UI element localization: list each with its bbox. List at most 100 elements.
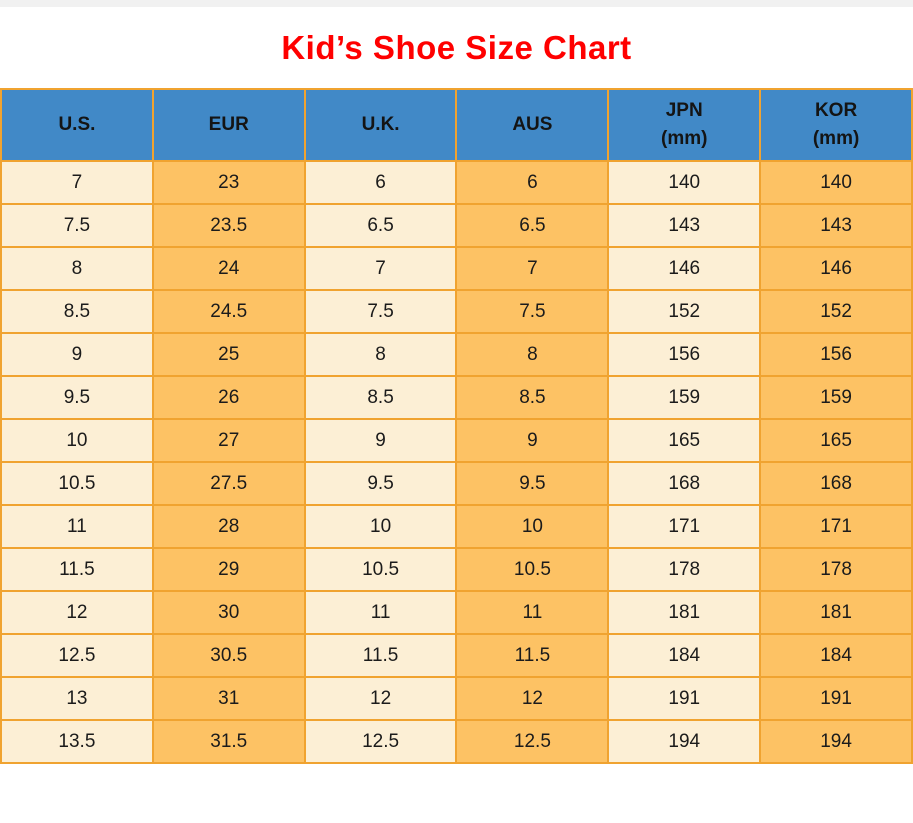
table-cell-kor: 181 [759, 590, 913, 635]
table-row: 9.5 26 8.5 8.5 159 159 [0, 375, 913, 420]
table-cell-us: 9 [0, 332, 154, 377]
table-cell-jpn: 156 [607, 332, 762, 377]
table-cell-uk: 11.5 [303, 633, 458, 678]
table-cell-kor: 171 [759, 504, 913, 549]
table-cell-aus: 6.5 [455, 203, 610, 248]
table-cell-jpn: 152 [607, 289, 762, 334]
table-cell-us: 12.5 [0, 633, 154, 678]
table-cell-eur: 31.5 [151, 719, 306, 764]
table-cell-us: 10.5 [0, 461, 154, 506]
table-cell-us: 8.5 [0, 289, 154, 334]
shoe-size-table: U.S. EUR U.K. AUS JPN (mm) KOR (mm) 7 23 6 6 140 140… [0, 88, 913, 764]
table-cell-uk: 9.5 [303, 461, 458, 506]
table-row: 8 24 7 7 146 146 [0, 246, 913, 291]
table-row: 10 27 9 9 165 165 [0, 418, 913, 463]
table-row: 11 28 10 10 171 171 [0, 504, 913, 549]
table-cell-us: 10 [0, 418, 154, 463]
table-cell-aus: 8.5 [455, 375, 610, 420]
table-cell-uk: 8 [303, 332, 458, 377]
table-cell-aus: 7 [455, 246, 610, 291]
header-row: U.S. EUR U.K. AUS JPN (mm) KOR (mm) [0, 88, 913, 162]
table-cell-aus: 8 [455, 332, 610, 377]
table-cell-aus: 9.5 [455, 461, 610, 506]
table-cell-aus: 12.5 [455, 719, 610, 764]
table-cell-jpn: 184 [607, 633, 762, 678]
table-cell-jpn: 194 [607, 719, 762, 764]
table-cell-jpn: 191 [607, 676, 762, 721]
table-cell-jpn: 168 [607, 461, 762, 506]
table-body: 7 23 6 6 140 140 7.5 23.5 6.5 6.5 143 143 8 24 7 7 146 14… [0, 160, 913, 764]
table-cell-eur: 27 [151, 418, 306, 463]
table-cell-kor: 152 [759, 289, 913, 334]
table-cell-uk: 10 [303, 504, 458, 549]
table-row: 13.5 31.5 12.5 12.5 194 194 [0, 719, 913, 764]
table-cell-eur: 23 [151, 160, 306, 205]
table-cell-eur: 24 [151, 246, 306, 291]
table-cell-jpn: 178 [607, 547, 762, 592]
table-row: 12 30 11 11 181 181 [0, 590, 913, 635]
table-cell-uk: 6.5 [303, 203, 458, 248]
table-cell-uk: 6 [303, 160, 458, 205]
table-cell-eur: 23.5 [151, 203, 306, 248]
table-cell-us: 11 [0, 504, 154, 549]
table-row: 12.5 30.5 11.5 11.5 184 184 [0, 633, 913, 678]
table-header: U.S. EUR U.K. AUS JPN (mm) KOR (mm) [0, 88, 913, 162]
table-cell-kor: 156 [759, 332, 913, 377]
table-cell-eur: 26 [151, 375, 306, 420]
table-cell-uk: 9 [303, 418, 458, 463]
table-cell-us: 8 [0, 246, 154, 291]
table-row: 11.5 29 10.5 10.5 178 178 [0, 547, 913, 592]
table-cell-aus: 6 [455, 160, 610, 205]
table-cell-kor: 191 [759, 676, 913, 721]
table-row: 7 23 6 6 140 140 [0, 160, 913, 205]
table-cell-aus: 10.5 [455, 547, 610, 592]
table-cell-us: 12 [0, 590, 154, 635]
table-cell-uk: 7.5 [303, 289, 458, 334]
table-row: 8.5 24.5 7.5 7.5 152 152 [0, 289, 913, 334]
table-cell-jpn: 140 [607, 160, 762, 205]
table-cell-us: 11.5 [0, 547, 154, 592]
table-cell-jpn: 171 [607, 504, 762, 549]
table-cell-kor: 143 [759, 203, 913, 248]
table-cell-uk: 7 [303, 246, 458, 291]
table-row: 13 31 12 12 191 191 [0, 676, 913, 721]
column-header-us: U.S. [0, 88, 154, 162]
table-row: 7.5 23.5 6.5 6.5 143 143 [0, 203, 913, 248]
table-cell-kor: 168 [759, 461, 913, 506]
column-header-uk: U.K. [303, 88, 458, 162]
column-header-kor: KOR (mm) [759, 88, 913, 162]
table-cell-us: 7.5 [0, 203, 154, 248]
table-cell-us: 7 [0, 160, 154, 205]
table-cell-uk: 12.5 [303, 719, 458, 764]
table-cell-us: 13.5 [0, 719, 154, 764]
table-cell-uk: 10.5 [303, 547, 458, 592]
table-cell-jpn: 146 [607, 246, 762, 291]
table-cell-aus: 12 [455, 676, 610, 721]
table-cell-us: 9.5 [0, 375, 154, 420]
table-cell-aus: 11 [455, 590, 610, 635]
table-cell-aus: 7.5 [455, 289, 610, 334]
table-cell-eur: 25 [151, 332, 306, 377]
table-cell-eur: 28 [151, 504, 306, 549]
column-header-jpn: JPN (mm) [607, 88, 762, 162]
table-cell-uk: 11 [303, 590, 458, 635]
table-cell-kor: 159 [759, 375, 913, 420]
table-cell-kor: 178 [759, 547, 913, 592]
table-cell-kor: 184 [759, 633, 913, 678]
page-title: Kid’s Shoe Size Chart [281, 29, 632, 66]
table-cell-eur: 31 [151, 676, 306, 721]
table-cell-jpn: 165 [607, 418, 762, 463]
table-cell-jpn: 159 [607, 375, 762, 420]
table-cell-jpn: 181 [607, 590, 762, 635]
table-cell-jpn: 143 [607, 203, 762, 248]
table-row: 9 25 8 8 156 156 [0, 332, 913, 377]
column-header-aus: AUS [455, 88, 610, 162]
table-cell-eur: 24.5 [151, 289, 306, 334]
table-cell-uk: 12 [303, 676, 458, 721]
table-cell-kor: 194 [759, 719, 913, 764]
table-cell-kor: 140 [759, 160, 913, 205]
table-cell-us: 13 [0, 676, 154, 721]
table-cell-eur: 30.5 [151, 633, 306, 678]
table-cell-uk: 8.5 [303, 375, 458, 420]
